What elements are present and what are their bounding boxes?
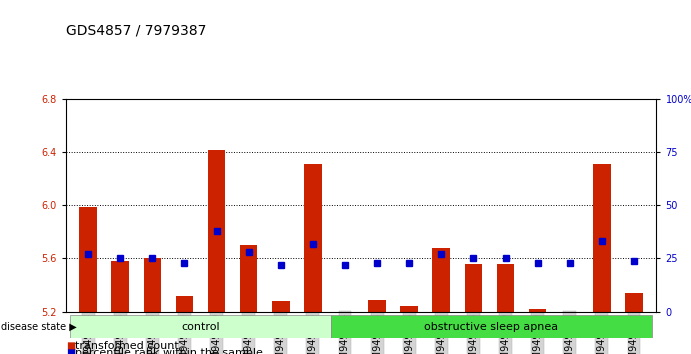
Bar (70, 315, 330, 338)
Bar (330, 315, 652, 338)
Bar (625, 293, 643, 312)
Text: control: control (181, 321, 220, 332)
Bar (240, 245, 258, 312)
Bar (208, 149, 225, 312)
Text: percentile rank within the sample: percentile rank within the sample (75, 348, 263, 354)
Text: disease state ▶: disease state ▶ (1, 321, 77, 332)
Bar (176, 296, 193, 312)
Bar (464, 264, 482, 312)
Bar (304, 164, 322, 312)
Bar (144, 258, 161, 312)
Bar (79, 207, 97, 312)
Bar (433, 248, 450, 312)
Bar (497, 264, 514, 312)
Text: ■: ■ (66, 348, 75, 354)
Bar (593, 164, 611, 312)
Text: GDS4857 / 7979387: GDS4857 / 7979387 (66, 23, 206, 37)
Text: obstructive sleep apnea: obstructive sleep apnea (424, 321, 558, 332)
Bar (272, 301, 290, 312)
Text: transformed count: transformed count (75, 341, 178, 350)
Text: ■: ■ (66, 341, 75, 350)
Bar (368, 299, 386, 312)
Bar (529, 309, 547, 312)
Bar (111, 261, 129, 312)
Bar (400, 306, 418, 312)
